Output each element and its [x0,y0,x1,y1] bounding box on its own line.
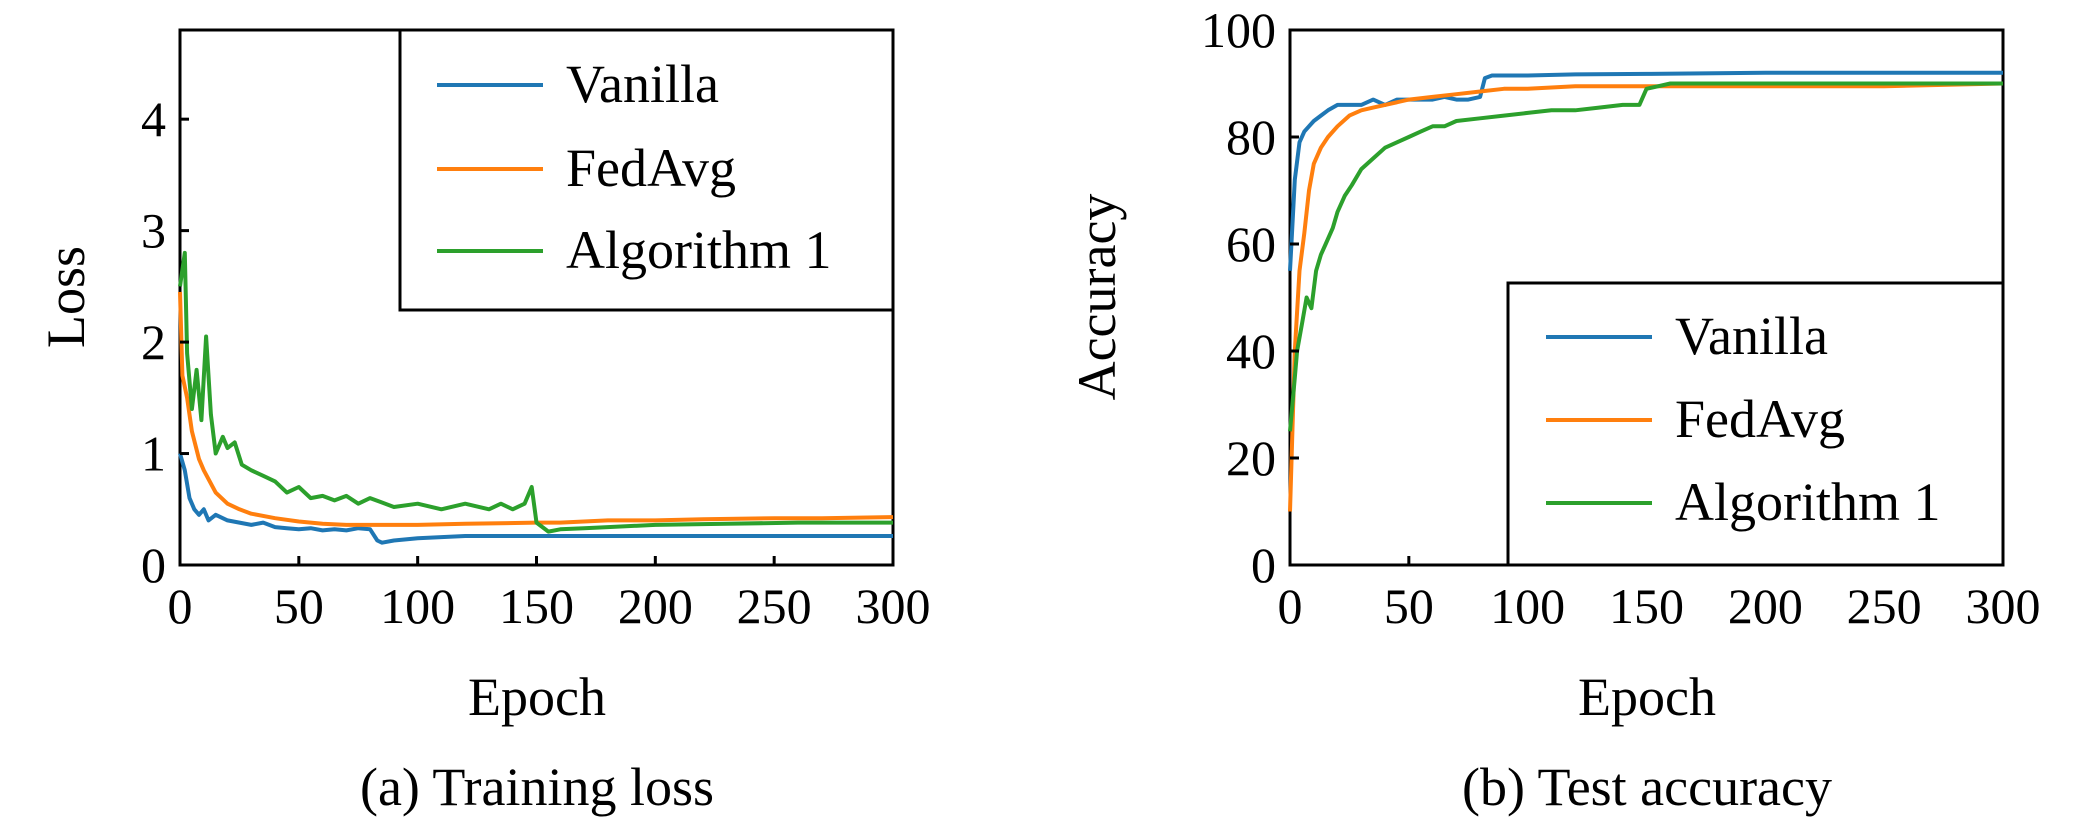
y-axis-label: Accuracy [1067,194,1127,401]
y-tick-label: 2 [141,314,166,370]
x-tick-label: 200 [1728,578,1803,634]
x-tick-label: 150 [499,578,574,634]
series-line-algorithm-1 [1288,81,2003,432]
y-tick-label: 100 [1201,2,1276,58]
y-tick-label: 1 [141,426,166,482]
y-tick-label: 80 [1226,109,1276,165]
chart-caption: (a) Training loss [360,757,714,817]
x-tick-label: 300 [1966,578,2041,634]
x-tick-label: 300 [856,578,931,634]
legend-label-algorithm-1: Algorithm 1 [1675,472,1941,532]
ticks-layer: 0 50 100 150 200 250 300 0 1 2 3 4 [141,91,931,634]
legend-label-algorithm-1: Algorithm 1 [566,220,832,280]
x-axis-label: Epoch [468,667,606,727]
y-tick-label: 0 [1251,537,1276,593]
x-tick-label: 250 [1847,578,1922,634]
legend-label-vanilla: Vanilla [566,54,719,114]
x-tick-label: 0 [168,578,193,634]
x-tick-label: 250 [737,578,812,634]
x-tick-label: 0 [1278,578,1303,634]
chart-caption: (b) Test accuracy [1462,757,1832,817]
x-tick-label: 100 [1490,578,1565,634]
legend-label-vanilla: Vanilla [1675,306,1828,366]
y-tick-label: 60 [1226,216,1276,272]
y-tick-label: 20 [1226,430,1276,486]
series-line-vanilla [178,452,893,545]
chart-test-accuracy: 0 50 100 150 200 250 300 0 20 40 60 80 100 Vanilla F… [1067,2,2041,817]
y-tick-label: 4 [141,91,166,147]
legend-label-fedavg: FedAvg [1675,389,1845,449]
y-tick-label: 0 [141,537,166,593]
series-line-algorithm-1 [178,250,893,534]
legend-test-accuracy: Vanilla FedAvg Algorithm 1 [1506,281,2005,567]
x-tick-label: 100 [380,578,455,634]
x-tick-label: 50 [1384,578,1434,634]
y-axis-label: Loss [36,246,96,348]
chart-training-loss: 0 50 100 150 200 250 300 0 1 2 3 4 Vanilla FedAvg A… [36,28,931,817]
x-tick-label: 150 [1609,578,1684,634]
x-tick-label: 200 [618,578,693,634]
series-line-fedavg [178,291,894,527]
series-layer [1288,70,2004,512]
y-tick-label: 40 [1226,323,1276,379]
legend-training-loss: Vanilla FedAvg Algorithm 1 [398,28,895,312]
legend-label-fedavg: FedAvg [566,138,736,198]
x-tick-label: 50 [274,578,324,634]
series-layer [178,250,894,545]
y-tick-label: 3 [141,203,166,259]
ticks-layer: 0 50 100 150 200 250 300 0 20 40 60 80 100 [1201,2,2041,634]
x-axis-label: Epoch [1578,667,1716,727]
legend-box [1506,281,2005,567]
